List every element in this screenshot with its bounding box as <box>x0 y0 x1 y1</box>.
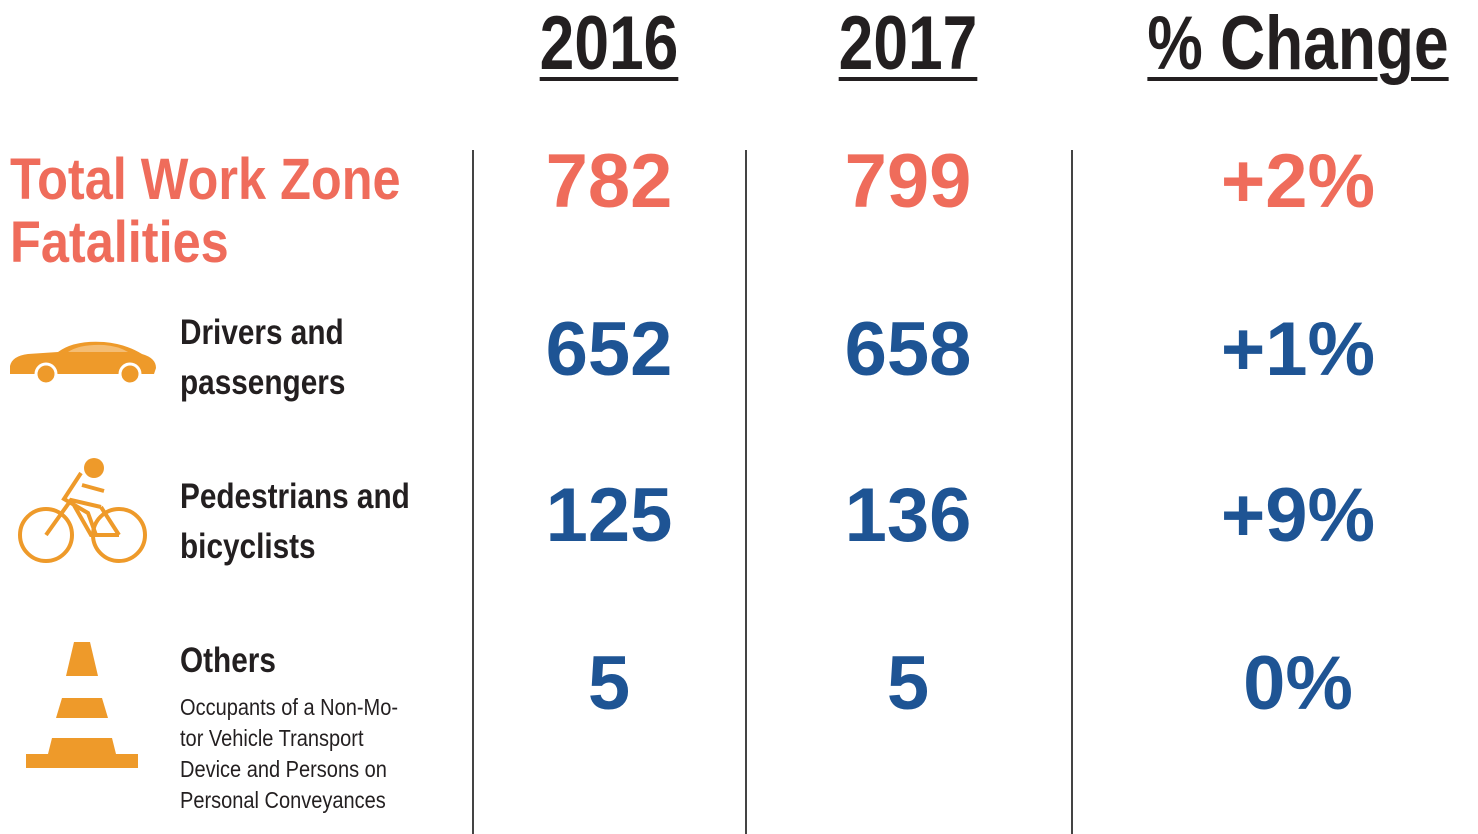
row-value: 0% <box>1243 641 1353 726</box>
bike-icon <box>18 458 147 563</box>
total-label: Total Work Zone <box>10 147 401 212</box>
divider <box>472 150 474 834</box>
row-label: bicyclists <box>180 527 316 566</box>
column-header: % Change <box>1147 1 1449 86</box>
row-label: Pedestrians and <box>180 477 410 516</box>
row-value: 658 <box>844 307 972 392</box>
cone-icon <box>26 642 138 768</box>
row-value: +9% <box>1220 473 1376 558</box>
total-value: +2% <box>1220 139 1376 224</box>
row-description: Personal Conveyances <box>180 787 386 813</box>
row-description: Occupants of a Non-Mo- <box>180 694 398 720</box>
total-label: Fatalities <box>10 210 229 275</box>
row-value: 5 <box>886 641 930 726</box>
column-header: 2017 <box>838 1 978 86</box>
row-description: tor Vehicle Transport <box>180 725 364 751</box>
row-value: 5 <box>587 641 631 726</box>
total-value: 782 <box>545 139 673 224</box>
row-value: 125 <box>545 473 673 558</box>
row-label: Others <box>180 641 276 680</box>
row-label: Drivers and <box>180 313 344 352</box>
row-description: Device and Persons on <box>180 756 387 782</box>
row-value: +1% <box>1220 307 1376 392</box>
car-icon <box>10 341 156 384</box>
row-value: 136 <box>844 473 972 558</box>
row-value: 652 <box>545 307 673 392</box>
column-header: 2016 <box>539 1 679 86</box>
divider <box>745 150 747 834</box>
total-value: 799 <box>844 139 972 224</box>
divider <box>1071 150 1073 834</box>
row-label: passengers <box>180 363 346 402</box>
